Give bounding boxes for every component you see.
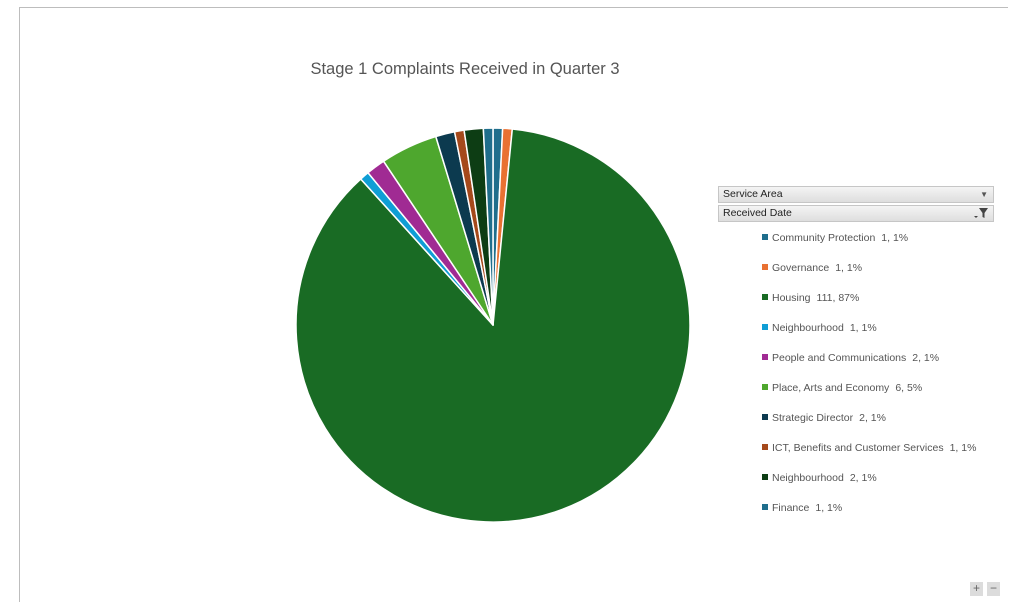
- legend-label: Place, Arts and Economy: [772, 382, 890, 394]
- legend-label: Governance: [772, 262, 830, 274]
- legend-swatch: [762, 234, 768, 240]
- legend-item[interactable]: People and Communications 2, 1%: [762, 352, 976, 382]
- legend-swatch: [762, 474, 768, 480]
- filter-icon[interactable]: [973, 207, 989, 224]
- legend-swatch: [762, 294, 768, 300]
- pie-slice[interactable]: [482, 127, 494, 326]
- legend-value: 111, 87%: [816, 292, 860, 304]
- legend-value: 1, 1%: [835, 262, 863, 274]
- legend-item[interactable]: Finance 1, 1%: [762, 502, 976, 532]
- dropdown-arrow-icon[interactable]: ▼: [980, 190, 988, 199]
- legend-label: Strategic Director: [772, 412, 854, 424]
- zoom-in-button[interactable]: +: [970, 582, 983, 596]
- legend-value: 1, 1%: [881, 232, 909, 244]
- legend-value: 1, 1%: [815, 502, 843, 514]
- legend-swatch: [762, 354, 768, 360]
- legend-item[interactable]: Strategic Director 2, 1%: [762, 412, 976, 442]
- legend-swatch: [762, 414, 768, 420]
- legend-value: 1, 1%: [849, 322, 877, 334]
- legend-label: ICT, Benefits and Customer Services: [772, 442, 944, 454]
- legend-label: Neighbourhood: [772, 472, 844, 484]
- legend-swatch: [762, 324, 768, 330]
- chart-title: Stage 1 Complaints Received in Quarter 3: [310, 60, 620, 78]
- legend-label: Community Protection: [772, 232, 876, 244]
- legend-value: 6, 5%: [895, 382, 923, 394]
- legend-label: Finance: [772, 502, 810, 514]
- legend-value: 2, 1%: [859, 412, 886, 424]
- legend-value: 1, 1%: [949, 442, 977, 454]
- legend-swatch: [762, 264, 768, 270]
- legend-item[interactable]: Community Protection 1, 1%: [762, 232, 976, 262]
- zoom-out-button[interactable]: −: [987, 582, 1000, 596]
- field-label-received-date: Received Date: [723, 207, 792, 219]
- pie-chart: [295, 127, 691, 523]
- legend-swatch: [762, 504, 768, 510]
- chart-legend: Community Protection 1, 1% Governance 1, 1%…: [762, 232, 976, 532]
- field-button-received-date[interactable]: Received Date: [718, 205, 994, 222]
- legend-item[interactable]: Governance 1, 1%: [762, 262, 976, 292]
- legend-swatch: [762, 384, 768, 390]
- legend-item[interactable]: ICT, Benefits and Customer Services 1, 1%: [762, 442, 976, 472]
- legend-item[interactable]: Housing 111, 87%: [762, 292, 976, 322]
- legend-value: 2, 1%: [912, 352, 940, 364]
- legend-label: Neighbourhood: [772, 322, 844, 334]
- legend-item[interactable]: Neighbourhood 1, 1%: [762, 322, 976, 352]
- field-label-service-area: Service Area: [723, 188, 783, 200]
- legend-label: Housing: [772, 292, 811, 304]
- legend-value: 2, 1%: [849, 472, 877, 484]
- legend-item[interactable]: Place, Arts and Economy 6, 5%: [762, 382, 976, 412]
- legend-item[interactable]: Neighbourhood 2, 1%: [762, 472, 976, 502]
- legend-swatch: [762, 444, 768, 450]
- legend-label: People and Communications: [772, 352, 907, 364]
- field-button-service-area[interactable]: Service Area ▼: [718, 186, 994, 203]
